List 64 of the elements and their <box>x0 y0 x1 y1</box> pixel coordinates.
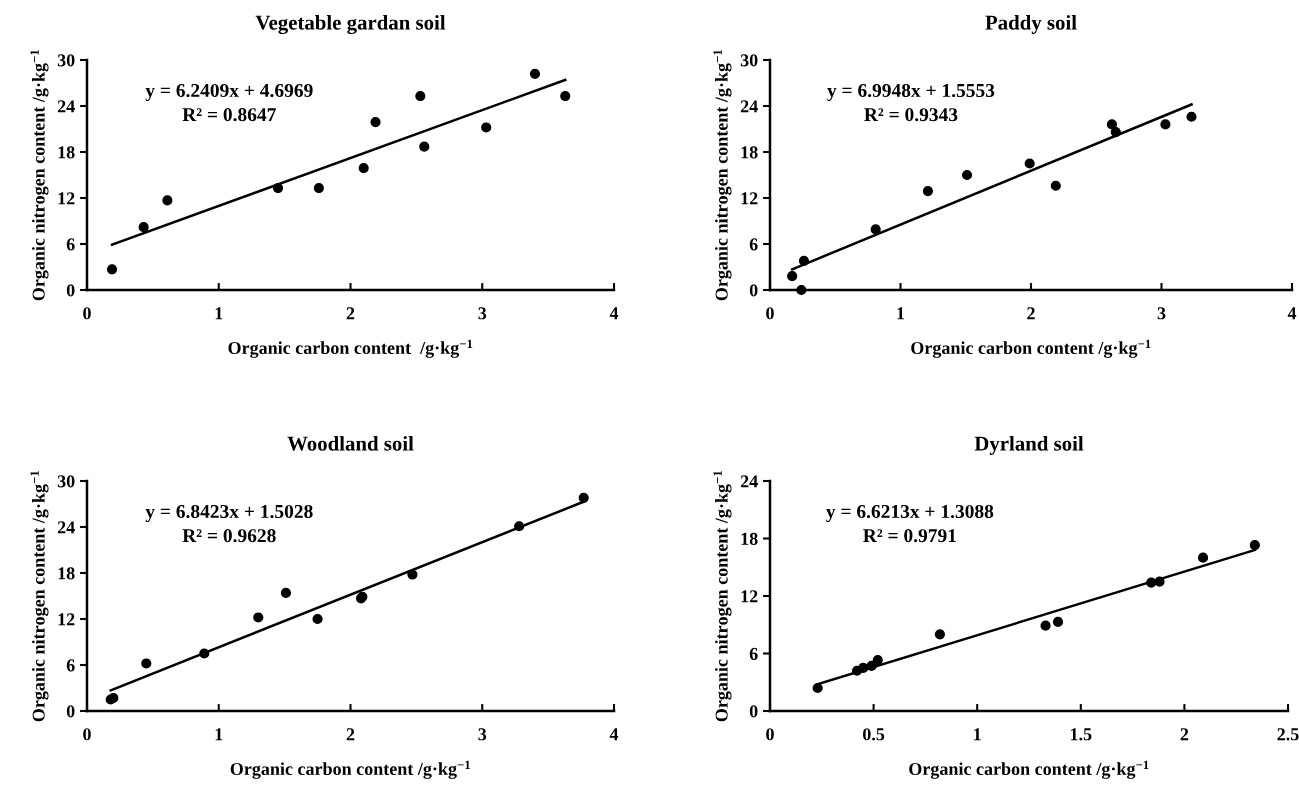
y-tick-label: 24 <box>57 521 75 534</box>
y-tick-label: 12 <box>58 613 75 626</box>
y-tick-label: 30 <box>57 54 75 67</box>
x-tick-label: 2 <box>346 307 355 320</box>
x-tick-label: 1 <box>215 728 223 741</box>
x-tick-label: 3 <box>1157 307 1166 320</box>
x-tick-label: 4 <box>1287 307 1297 320</box>
annotation: R² = 0.8647 <box>182 108 276 122</box>
y-tick-label: 6 <box>749 647 758 660</box>
x-axis-title: Organic carbon content /g·kg$^{−1}$ <box>911 339 1151 358</box>
y-tick-label: 18 <box>58 567 75 580</box>
annotation: y = 6.6213x + 1.3088 <box>826 504 994 523</box>
x-tick-label: 2 <box>346 728 355 741</box>
x-tick-label: 3 <box>478 728 487 741</box>
x-tick-label: 1.5 <box>1070 728 1092 741</box>
annotation: R² = 0.9343 <box>864 108 958 122</box>
x-tick-label: 1 <box>897 307 905 320</box>
y-tick-label: 6 <box>66 659 75 672</box>
x-tick-label: 3 <box>478 307 487 320</box>
annotation: y = 6.9948x + 1.5553 <box>827 83 995 102</box>
x-tick-label: 1 <box>215 307 223 320</box>
x-tick-label: 4 <box>609 728 619 741</box>
x-tick-label: 0 <box>83 728 91 741</box>
chart-title: Dyrland soil <box>974 435 1084 455</box>
y-tick-label: 0 <box>749 284 758 297</box>
x-tick-label: 2 <box>1180 728 1189 741</box>
x-tick-label: 0 <box>83 307 91 320</box>
y-tick-label: 0 <box>749 705 758 718</box>
annotation: y = 6.2409x + 4.6969 <box>145 83 313 102</box>
y-axis-title: Organic nitrogen content /g·kg$^{−1}$ <box>30 49 49 301</box>
y-axis-title: Organic nitrogen content /g·kg$^{−1}$ <box>713 49 732 301</box>
x-tick-label: 2.5 <box>1277 728 1299 741</box>
x-tick-label: 0.5 <box>863 728 885 741</box>
y-tick-label: 24 <box>740 100 758 113</box>
x-tick-label: 0 <box>766 307 774 320</box>
y-axis-title: Organic nitrogen content /g·kg$^{−1}$ <box>713 470 732 722</box>
x-tick-label: 4 <box>609 307 619 320</box>
y-tick-label: 24 <box>57 100 75 113</box>
x-axis-title: Organic carbon content /g·kg$^{−1}$ <box>230 760 470 779</box>
y-tick-label: 18 <box>741 532 758 545</box>
y-axis-title: Organic nitrogen content /g·kg$^{−1}$ <box>30 470 49 722</box>
y-tick-label: 0 <box>66 705 75 718</box>
y-tick-label: 30 <box>57 475 75 488</box>
y-tick-label: 18 <box>58 146 75 159</box>
annotation: R² = 0.9791 <box>863 529 956 543</box>
y-tick-label: 30 <box>740 54 758 67</box>
chart-title: Vegetable gardan soil <box>255 14 446 35</box>
x-axis-title: Organic carbon content /g·kg$^{−1}$ <box>909 760 1149 779</box>
x-tick-label: 0 <box>766 728 774 741</box>
y-tick-label: 24 <box>740 475 758 488</box>
x-tick-label: 2 <box>1027 307 1035 320</box>
y-tick-label: 6 <box>749 238 758 251</box>
y-tick-label: 12 <box>741 192 758 205</box>
x-axis-title: Organic carbon content /g·kg$^{−1}$ <box>228 339 473 358</box>
y-tick-label: 12 <box>58 192 75 205</box>
y-tick-label: 0 <box>66 284 75 297</box>
annotation: y = 6.8423x + 1.5028 <box>145 504 313 523</box>
x-tick-label: 1 <box>974 728 981 741</box>
chart-title: Paddy soil <box>985 14 1077 34</box>
y-tick-label: 6 <box>66 238 75 251</box>
chart-title: Woodland soil <box>287 435 414 451</box>
y-tick-label: 18 <box>741 146 758 159</box>
y-tick-label: 12 <box>741 590 758 603</box>
annotation: R² = 0.9628 <box>182 529 276 543</box>
